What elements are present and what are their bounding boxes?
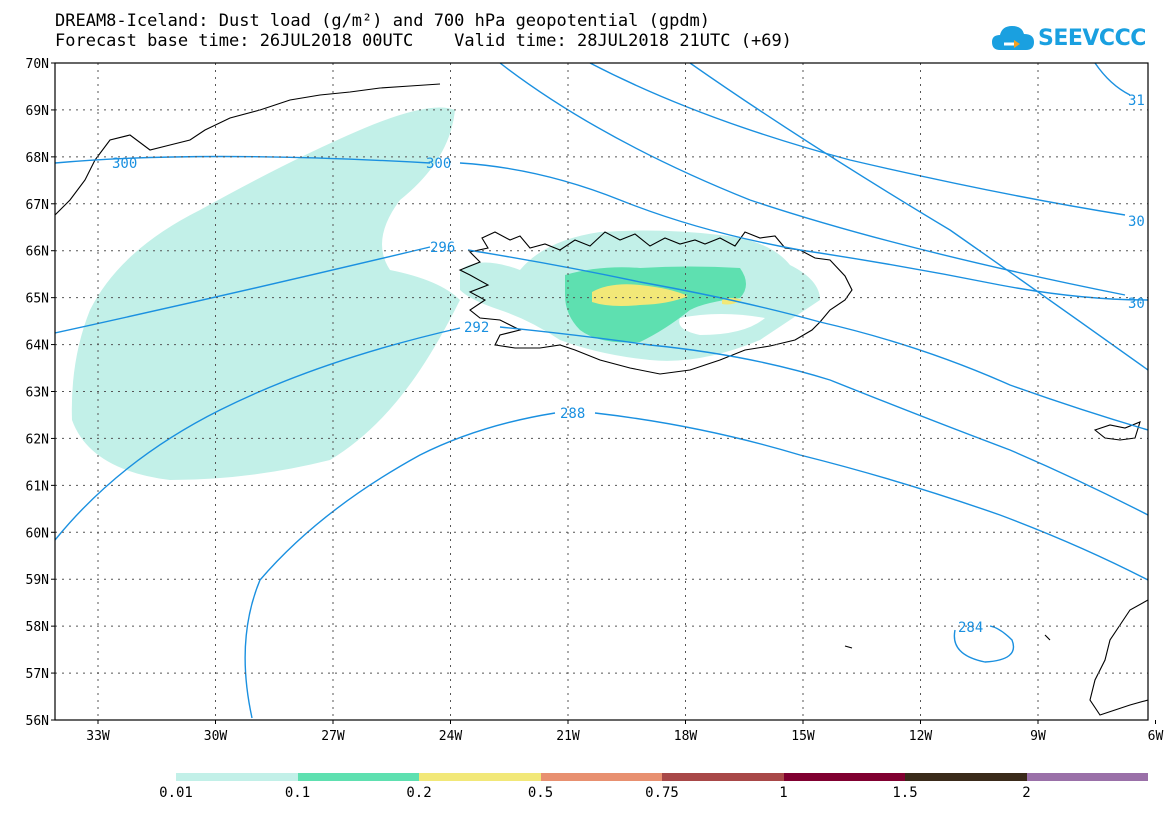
lon-label: 27W <box>321 729 345 744</box>
coastline-faroe <box>1093 421 1141 441</box>
lon-label: 12W <box>909 729 933 744</box>
seevccc-logo: SEEVCCC <box>990 22 1146 56</box>
axis-labels: 70N 69N 68N 67N 66N 65N 64N 63N 62N 61N 60N 59N 58N 5… <box>26 57 1164 744</box>
lon-label: 30W <box>204 729 228 744</box>
lat-label: 64N <box>26 339 49 354</box>
colorbar-swatch <box>662 773 784 781</box>
contour-label-300: 300 <box>426 156 451 172</box>
lat-label: 56N <box>26 714 49 729</box>
contour-292 <box>55 326 1148 541</box>
lat-label: 66N <box>26 245 49 260</box>
colorbar-label: 1.5 <box>892 785 918 801</box>
contour-300-west <box>55 155 431 164</box>
lat-label: 58N <box>26 620 49 635</box>
contour-label-284: 284 <box>958 620 983 636</box>
lat-label: 59N <box>26 573 49 588</box>
colorbar-label: 1 <box>779 785 788 801</box>
cloud-icon <box>992 26 1034 50</box>
lat-label: 57N <box>26 667 49 682</box>
colorbar-label: 0.01 <box>159 785 193 801</box>
contour-304b <box>689 63 1148 371</box>
island-small-2 <box>1044 634 1051 641</box>
lon-label: 33W <box>86 729 110 744</box>
colorbar-swatch <box>1026 773 1148 781</box>
colorbar-label: 0.5 <box>527 785 554 801</box>
dust-area-low-west <box>71 107 461 480</box>
contour-308 <box>589 63 1126 216</box>
contour-label-288: 288 <box>560 406 585 422</box>
colorbar-label: 0.2 <box>406 785 432 801</box>
colorbar-label: 0.75 <box>645 785 679 801</box>
contour-296 <box>55 246 1148 431</box>
dust-area-high <box>592 284 688 306</box>
contour-312 <box>1094 63 1131 96</box>
colorbar-label: 2 <box>1022 785 1031 801</box>
contour-label-30b: 30 <box>1128 296 1145 312</box>
colorbar-swatch <box>783 773 905 781</box>
lat-label: 62N <box>26 432 49 447</box>
contour-label-296: 296 <box>430 240 455 256</box>
colorbar-swatch <box>540 773 662 781</box>
map-title: DREAM8-Iceland: Dust load (g/m²) and 700… <box>55 11 711 31</box>
lat-label: 67N <box>26 198 49 213</box>
island-small <box>844 645 853 649</box>
colorbar-swatch <box>176 773 298 781</box>
lon-label: 6W <box>1148 729 1164 744</box>
contour-label-292: 292 <box>464 320 489 336</box>
lat-label: 68N <box>26 151 49 166</box>
lat-label: 63N <box>26 386 49 401</box>
colorbar-label: 0.1 <box>284 785 311 801</box>
dust-area-mid <box>565 266 746 343</box>
contour-300 <box>459 162 1148 301</box>
lat-label: 60N <box>26 526 49 541</box>
colorbar-swatch <box>905 773 1027 781</box>
lon-label: 24W <box>439 729 463 744</box>
coastline-greenland <box>55 83 441 216</box>
lat-label: 61N <box>26 479 49 494</box>
grid <box>55 63 1148 720</box>
clear-area <box>679 314 765 335</box>
axis-ticks <box>51 62 1156 724</box>
contour-label-31: 31 <box>1128 93 1145 109</box>
colorbar-swatch <box>419 773 541 781</box>
contour-284 <box>953 625 1015 663</box>
lon-label: 21W <box>556 729 580 744</box>
lon-label: 18W <box>674 729 698 744</box>
logo-text: SEEVCCC <box>1038 26 1146 51</box>
contour-288 <box>244 412 1148 719</box>
lon-label: 9W <box>1030 729 1046 744</box>
lat-label: 65N <box>26 292 49 307</box>
contour-label-300-west: 300 <box>112 156 137 172</box>
contour-label-30: 30 <box>1128 214 1145 230</box>
lat-label: 69N <box>26 104 49 119</box>
map-subtitle: Forecast base time: 26JUL2018 00UTC Vali… <box>55 31 792 51</box>
coastline-scotland <box>1089 599 1148 716</box>
colorbar-swatch <box>297 773 419 781</box>
lat-label: 70N <box>26 57 49 72</box>
colorbar <box>176 773 1148 781</box>
lon-label: 15W <box>791 729 815 744</box>
coastline-iceland <box>458 231 853 375</box>
